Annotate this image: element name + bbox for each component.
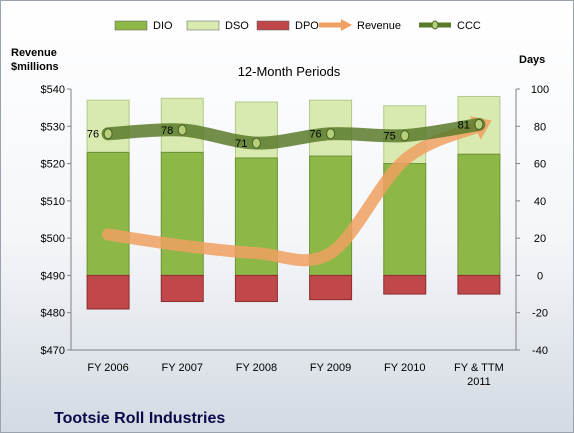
- right-tick-label: 100: [531, 84, 549, 96]
- ccc-data-label: 71: [235, 138, 247, 150]
- right-tick-label: 0: [537, 270, 543, 282]
- category-label: FY 2009: [310, 362, 351, 374]
- legend-swatch-dio: [114, 20, 148, 31]
- legend: DIO DSO DPO Revenue CCC: [114, 19, 481, 32]
- legend-label-dpo: DPO: [295, 20, 319, 32]
- category-label: 2011: [467, 376, 491, 388]
- dpo-bar: [383, 274, 427, 295]
- axes-layer: $470 $480 $490 $500 $510 $520 $530 $540 -40 -20 0 2…: [41, 84, 550, 388]
- legend-label-dso: DSO: [225, 20, 249, 32]
- ccc-data-label: 76: [87, 129, 99, 141]
- ccc-marker: [177, 124, 187, 136]
- left-tick-label: $480: [41, 308, 65, 320]
- category-label: FY & TTM: [454, 362, 504, 374]
- category-label: FY 2008: [236, 362, 277, 374]
- dpo-bar: [160, 274, 204, 303]
- lines-layer: 76 78 71 76 75 81: [87, 116, 492, 267]
- ccc-line: [101, 117, 486, 150]
- left-axis-title-line2: $millions: [11, 61, 59, 73]
- left-tick-label: $540: [41, 84, 65, 96]
- ccc-data-label: 78: [161, 125, 173, 137]
- legend-label-ccc: CCC: [457, 20, 481, 32]
- category-label: FY 2010: [384, 362, 425, 374]
- right-axis-title: Days: [519, 54, 545, 66]
- dpo-bar: [86, 274, 130, 310]
- ccc-marker: [400, 130, 410, 142]
- ccc-data-label: 76: [309, 129, 321, 141]
- category-label: FY 2006: [87, 362, 128, 374]
- dio-bar: [457, 153, 501, 276]
- right-tick-label: 80: [534, 121, 546, 133]
- right-tick-label: 40: [534, 196, 546, 208]
- legend-arrowhead-revenue: [341, 19, 352, 31]
- ccc-marker: [103, 128, 113, 140]
- right-tick-label: 60: [534, 159, 546, 171]
- left-tick-label: $490: [41, 270, 65, 282]
- left-tick-label: $520: [41, 159, 65, 171]
- legend-marker-ccc: [431, 20, 439, 30]
- dio-bar: [86, 151, 130, 276]
- ccc-data-label: 81: [458, 119, 470, 131]
- dpo-bar: [234, 274, 278, 303]
- dpo-bar: [309, 274, 353, 301]
- left-tick-label: $470: [41, 345, 65, 357]
- ccc-marker: [251, 137, 261, 149]
- revenue-line: [102, 120, 485, 267]
- right-tick-label: 20: [534, 233, 546, 245]
- right-tick-label: -20: [532, 308, 548, 320]
- ccc-marker: [326, 128, 336, 140]
- legend-label-dio: DIO: [153, 20, 173, 32]
- left-tick-label: $500: [41, 233, 65, 245]
- left-tick-label: $530: [41, 121, 65, 133]
- legend-swatch-dso: [186, 20, 220, 31]
- legend-label-revenue: Revenue: [357, 20, 401, 32]
- chart-title: 12-Month Periods: [238, 64, 341, 79]
- category-label: FY 2007: [162, 362, 203, 374]
- left-tick-label: $510: [41, 196, 65, 208]
- company-name: Tootsie Roll Industries: [54, 410, 225, 427]
- dio-bar: [160, 151, 204, 276]
- legend-swatch-dpo: [256, 20, 290, 31]
- dpo-bar: [457, 274, 501, 295]
- right-tick-label: -40: [532, 345, 548, 357]
- left-axis-title-line1: Revenue: [11, 47, 57, 59]
- ccc-marker: [474, 118, 484, 130]
- ccc-data-label: 75: [384, 131, 396, 143]
